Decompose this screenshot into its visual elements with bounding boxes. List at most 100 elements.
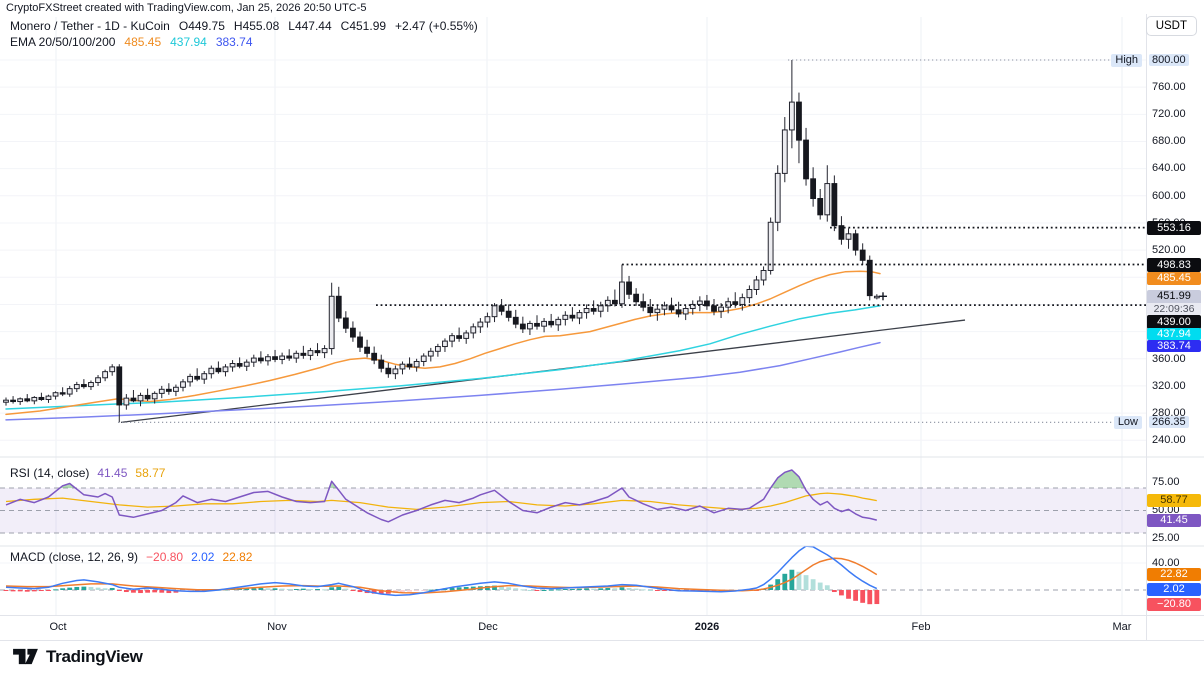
macd-histogram-bar	[506, 587, 512, 590]
axis-tick-label: 680.00	[1152, 135, 1186, 147]
candle	[52, 392, 59, 397]
candle	[413, 360, 420, 368]
candle	[194, 375, 201, 380]
macd-histogram-bar	[400, 590, 405, 593]
axis-value-badge: 41.45	[1147, 513, 1201, 527]
candle	[17, 398, 24, 403]
candle	[151, 392, 158, 400]
macd-histogram-bar	[853, 590, 858, 601]
candle	[470, 326, 477, 334]
axis-tick-label: 800.00	[1149, 54, 1189, 66]
macd-histogram-bar	[95, 587, 101, 590]
candle	[158, 388, 165, 394]
macd-histogram-bar	[817, 582, 823, 590]
price-axis[interactable]: 800.00760.00720.00680.00640.00600.00560.…	[1146, 0, 1204, 640]
candle	[88, 382, 94, 388]
symbol-legend[interactable]: Monero / Tether - 1D - KuCoin O449.75 H455…	[10, 19, 487, 33]
macd-histogram-bar	[131, 590, 136, 593]
macd-histogram-bar	[591, 588, 597, 590]
axis-tick-label: 640.00	[1152, 162, 1186, 174]
candle	[555, 318, 562, 326]
axis-tick-label: 720.00	[1152, 108, 1186, 120]
candle	[604, 299, 611, 307]
main-price-pane[interactable]	[3, 59, 1146, 423]
axis-tick-label: 25.00	[1152, 532, 1180, 544]
macd-histogram-bar	[81, 586, 87, 590]
time-axis-label: Oct	[49, 621, 67, 633]
candle	[463, 332, 470, 339]
ohlc-open: O449.75	[178, 19, 225, 33]
tradingview-logo[interactable]: TradingView	[12, 646, 143, 667]
candle	[45, 395, 52, 401]
candle	[378, 359, 385, 369]
macd-histogram-bar	[520, 589, 526, 591]
macd-histogram-bar	[803, 575, 809, 590]
macd-histogram-bar	[315, 588, 320, 590]
macd-histogram-bar	[123, 590, 129, 593]
macd-histogram-bar	[513, 588, 519, 590]
candle	[845, 233, 852, 240]
macd-histogram-bar	[534, 590, 540, 591]
candle	[130, 397, 137, 402]
candle	[732, 301, 739, 305]
candle	[859, 249, 866, 261]
axis-value-badge: 437.94	[1147, 328, 1201, 340]
macd-histogram-bar	[251, 588, 257, 590]
axis-tick-label: 40.00	[1152, 557, 1180, 569]
macd-histogram-bar	[626, 587, 632, 590]
macd-histogram-bar	[662, 590, 667, 591]
candle	[3, 399, 9, 403]
candle	[364, 346, 370, 354]
candle	[116, 366, 123, 406]
rsi-overbought-fill	[59, 483, 76, 488]
rsi-pane[interactable]	[0, 469, 1146, 534]
time-axis[interactable]: Oct Nov Dec 2026 Feb Mar	[0, 615, 1146, 640]
candle	[590, 308, 597, 312]
macd-histogram-bar	[159, 590, 165, 593]
macd-histogram-bar	[584, 588, 589, 590]
macd-histogram-bar	[329, 587, 335, 590]
candle	[654, 308, 661, 314]
candle	[569, 314, 576, 319]
ohlc-low: L447.44	[288, 19, 332, 33]
candle	[137, 394, 144, 402]
macd-histogram-bar	[272, 588, 278, 590]
candle	[406, 363, 413, 368]
candle	[873, 295, 880, 299]
macd-histogram-bar	[577, 588, 582, 590]
macd-histogram-bar	[846, 590, 851, 599]
macd-histogram-bar	[166, 590, 172, 594]
macd-histogram-bar	[499, 586, 504, 590]
macd-histogram-bar	[555, 589, 561, 591]
currency-unit-button[interactable]: USDT	[1145, 16, 1197, 36]
macd-histogram-bar	[633, 588, 639, 590]
rsi-legend[interactable]: RSI (14, close) 41.45 58.77	[10, 466, 173, 480]
macd-histogram-bar	[279, 588, 285, 590]
macd-legend[interactable]: MACD (close, 12, 26, 9) −20.80 2.02 22.82	[10, 550, 260, 564]
candle	[852, 233, 859, 251]
macd-histogram-bar	[17, 590, 23, 592]
candle	[633, 293, 640, 303]
ema-label: EMA 20/50/100/200	[10, 35, 116, 49]
macd-pane[interactable]	[0, 546, 1146, 605]
candle	[534, 322, 540, 327]
axis-tick-label: 320.00	[1152, 380, 1186, 392]
macd-histogram-bar	[421, 590, 427, 591]
candle	[257, 357, 264, 362]
macd-histogram-bar	[39, 590, 44, 592]
candle	[647, 306, 654, 314]
macd-histogram-bar	[541, 590, 547, 591]
candle	[123, 397, 130, 406]
candle	[817, 198, 824, 216]
axis-value-badge: 2.02	[1147, 582, 1201, 596]
ema-legend[interactable]: EMA 20/50/100/200 485.45 437.94 383.74	[10, 35, 262, 49]
candle	[619, 281, 625, 305]
macd-histogram-bar	[414, 590, 420, 592]
macd-histogram-bar	[53, 589, 58, 591]
ema200-value: 383.74	[215, 35, 253, 49]
candle	[689, 303, 696, 310]
candle	[243, 361, 250, 367]
macd-histogram-bar	[187, 590, 193, 592]
candle	[718, 306, 724, 312]
